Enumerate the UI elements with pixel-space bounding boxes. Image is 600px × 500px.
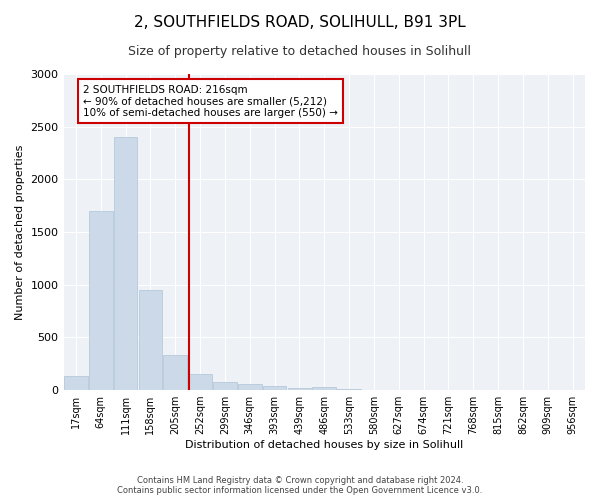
Bar: [337, 389, 361, 390]
Y-axis label: Number of detached properties: Number of detached properties: [15, 144, 25, 320]
X-axis label: Distribution of detached houses by size in Solihull: Distribution of detached houses by size …: [185, 440, 463, 450]
Bar: [163, 356, 187, 390]
Bar: [64, 376, 88, 390]
Text: Size of property relative to detached houses in Solihull: Size of property relative to detached ho…: [128, 45, 472, 58]
Bar: [89, 211, 113, 390]
Bar: [213, 382, 237, 390]
Bar: [114, 137, 137, 390]
Text: Contains HM Land Registry data © Crown copyright and database right 2024.
Contai: Contains HM Land Registry data © Crown c…: [118, 476, 482, 495]
Bar: [188, 374, 212, 390]
Bar: [263, 386, 286, 390]
Text: 2 SOUTHFIELDS ROAD: 216sqm
← 90% of detached houses are smaller (5,212)
10% of s: 2 SOUTHFIELDS ROAD: 216sqm ← 90% of deta…: [83, 84, 338, 117]
Bar: [287, 388, 311, 390]
Bar: [238, 384, 262, 390]
Bar: [139, 290, 162, 390]
Text: 2, SOUTHFIELDS ROAD, SOLIHULL, B91 3PL: 2, SOUTHFIELDS ROAD, SOLIHULL, B91 3PL: [134, 15, 466, 30]
Bar: [313, 387, 336, 390]
